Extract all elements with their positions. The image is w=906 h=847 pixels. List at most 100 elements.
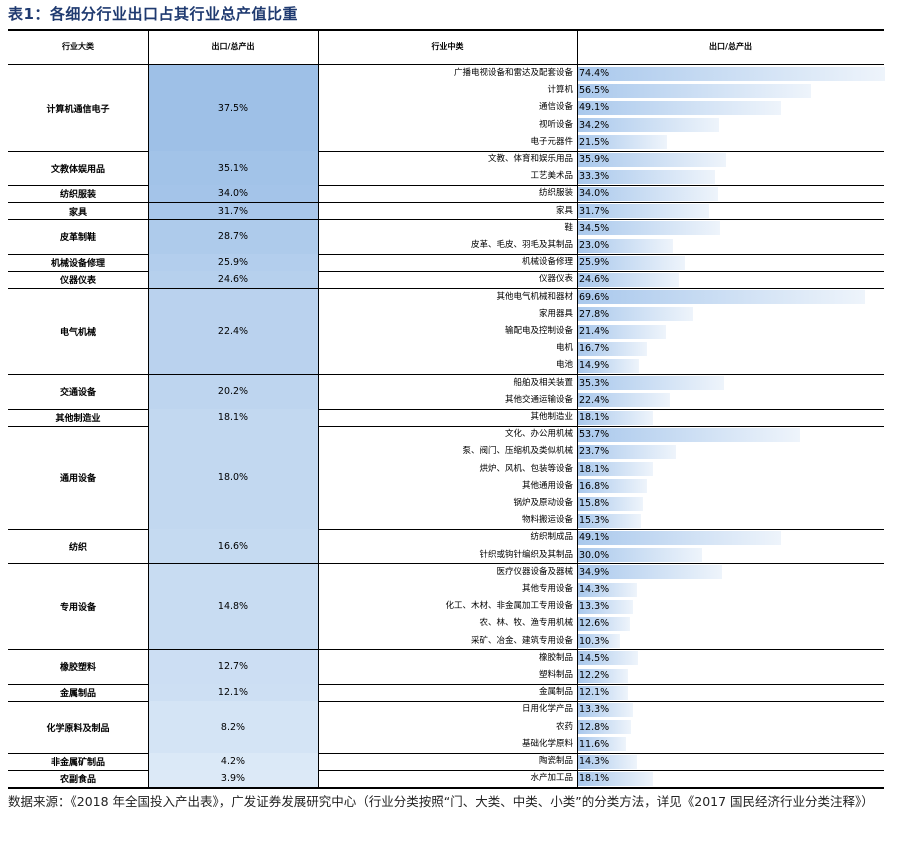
sub-industry-name: 电机 [555,343,573,354]
sub-share-label: 12.8% [579,721,610,733]
table-title: 表1：各细分行业出口占其行业总产值比重 [8,5,298,23]
sub-industry-name: 家具 [555,205,573,216]
sub-industry-name: 其他制造业 [530,412,573,422]
group-share: 35.1% [148,151,318,186]
group-name: 农副食品 [59,775,96,786]
sub-industry-name: 船舶及相关装置 [513,377,573,388]
group-rule [8,649,884,651]
sub-share-label: 33.3% [579,171,610,183]
header-sub-share: 出口/总产出 [709,42,752,51]
group-name: 橡胶塑料 [59,663,96,674]
sub-share-label: 35.3% [579,377,610,389]
sub-industry-name: 泵、阀门、压缩机及类似机械 [462,446,573,457]
sub-industry-name: 皮革、毛皮、羽毛及其制品 [470,240,573,250]
sub-industry-name: 其他电气机械和器材 [496,291,573,302]
sub-industry-name: 仪器仪表 [538,274,573,285]
sub-share-label: 14.3% [579,584,610,595]
group-name: 纺织 [68,543,87,554]
group-name: 其他制造业 [55,414,101,425]
group-share: 22.4% [148,288,318,375]
sub-share-bar [578,66,885,81]
sub-industry-name: 金属制品 [538,687,573,698]
group-share: 18.1% [148,409,318,427]
sub-share-bar [578,531,781,545]
sub-industry-name: 文教、体育和娱乐用品 [487,154,573,164]
group-rule [8,786,884,789]
sub-industry-name: 电池 [555,360,573,371]
sub-share-label: 18.1% [579,412,610,423]
sub-industry-name: 纺织制成品 [530,532,573,543]
sub-industry-name: 农、林、牧、渔专用机械 [479,618,573,629]
sub-share-label: 21.5% [579,136,610,148]
sub-share-label: 35.9% [579,154,610,165]
sub-industry-name: 塑料制品 [538,670,573,680]
sub-share-bar [578,651,638,666]
sub-industry-name: 针织或钩针编织及其制品 [479,549,573,560]
sub-share-bar [578,582,637,597]
group-share: 28.7% [148,219,318,255]
sub-share-label: 18.1% [579,463,610,475]
sub-share-bar [578,445,676,459]
sub-share-label: 18.1% [579,773,610,785]
group-share: 37.5% [148,65,318,151]
sub-share-label: 14.9% [579,360,610,372]
group-rule [8,184,884,186]
header-bottom-rule [8,64,884,65]
header-top-rule [8,29,884,31]
group-rule [8,270,884,272]
group-rule [8,683,884,685]
group-rule [8,374,884,376]
sub-industry-name: 输配电及控制设备 [504,326,573,336]
sub-share-label: 69.6% [579,291,610,303]
sub-share-bar [578,324,667,339]
sub-share-label: 21.4% [579,326,610,337]
sub-industry-name: 其他交通运输设备 [504,394,573,405]
sub-share-label: 16.7% [579,343,610,355]
sub-share-label: 49.1% [579,532,610,544]
group-rule [8,563,884,565]
sub-share-label: 23.7% [579,446,610,458]
sub-share-bar [578,393,671,408]
group-name: 专用设备 [59,603,96,614]
sub-industry-name: 机械设备修理 [521,257,573,268]
group-name: 家具 [68,207,87,218]
sub-share-label: 13.3% [579,704,610,716]
sub-industry-name: 鞋 [564,222,573,233]
sub-share-bar [578,548,702,563]
sub-share-label: 12.6% [579,618,610,630]
sub-share-bar [578,685,628,700]
sub-industry-name: 广播电视设备和雷达及配套设备 [453,68,573,78]
sub-share-bar [578,737,626,752]
sub-share-bar [578,255,685,270]
group-rule [8,253,884,255]
sub-industry-name: 医疗仪器设备及器械 [496,566,573,577]
sub-industry-name: 日用化学产品 [521,704,573,715]
sub-share-label: 12.1% [579,687,610,699]
sub-share-label: 11.6% [579,738,610,750]
sub-share-bar [578,462,653,477]
sub-share-bar [578,221,721,236]
group-share: 18.0% [148,426,318,530]
sub-share-bar [578,341,647,356]
sub-share-label: 30.0% [579,549,610,561]
sub-share-label: 34.5% [579,222,610,234]
sub-share-bar [578,83,812,98]
group-rule [8,425,884,427]
sub-share-bar [578,720,631,735]
group-name: 电气机械 [59,328,96,339]
group-rule [8,528,884,530]
sub-share-label: 49.1% [579,102,610,114]
group-rule [8,752,884,754]
group-rule [8,700,884,702]
sub-share-label: 10.3% [579,635,610,647]
group-share: 31.7% [148,202,318,220]
sub-industry-name: 视听设备 [538,119,573,130]
sub-share-label: 34.9% [579,566,610,578]
header-sub: 行业中类 [431,42,464,51]
sub-industry-name: 通信设备 [538,102,573,113]
sub-share-label: 15.3% [579,515,610,527]
column-divider [148,29,149,788]
sub-industry-name: 采矿、冶金、建筑专用设备 [470,635,573,646]
sub-industry-name: 锅炉及原动设备 [513,498,573,508]
sub-share-label: 24.6% [579,274,610,286]
